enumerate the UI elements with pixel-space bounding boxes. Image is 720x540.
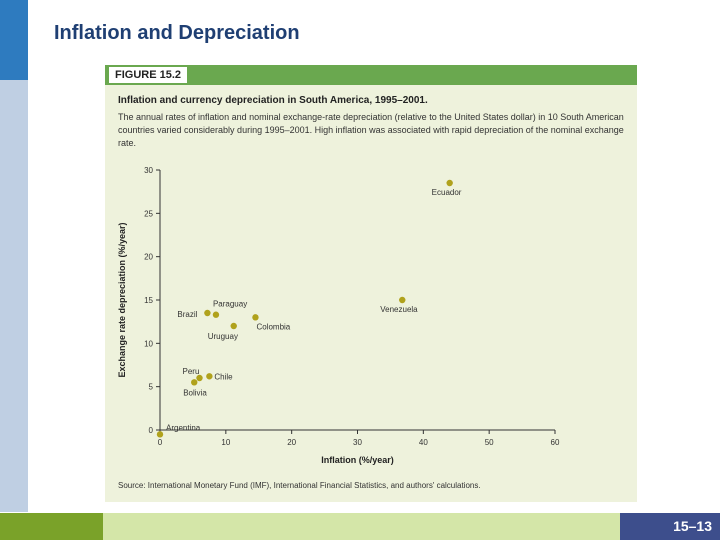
x-tick-label: 40: [419, 438, 428, 447]
point-label: Argentina: [166, 423, 201, 432]
data-point: [212, 311, 220, 318]
y-tick-label: 10: [144, 339, 153, 348]
left-accent-bar: [0, 0, 28, 80]
point-label: Brazil: [177, 310, 197, 319]
x-tick-label: 10: [221, 438, 230, 447]
x-tick-label: 20: [287, 438, 296, 447]
page-number: 15–13: [673, 518, 712, 534]
data-point: [252, 314, 259, 321]
y-tick-label: 30: [144, 166, 153, 175]
point-label: Paraguay: [213, 300, 247, 309]
data-point: [191, 379, 198, 386]
point-label: Colombia: [256, 322, 290, 331]
y-tick-label: 25: [144, 209, 153, 218]
x-tick-label: 30: [353, 438, 362, 447]
point-label: Peru: [183, 367, 200, 376]
x-tick-label: 0: [158, 438, 163, 447]
figure-header-bar: [105, 65, 637, 85]
point-label: Venezuela: [380, 305, 418, 314]
data-point: [206, 373, 213, 380]
figure-panel: FIGURE 15.2 Inflation and currency depre…: [105, 65, 637, 502]
y-axis-label: Exchange rate depreciation (%/year): [117, 222, 127, 377]
point-label: Bolivia: [183, 388, 207, 397]
footer-green-block: [0, 513, 103, 540]
data-point: [230, 322, 237, 330]
figure-source: Source: International Monetary Fund (IMF…: [118, 481, 481, 490]
y-tick-label: 0: [149, 426, 154, 435]
data-point: [399, 296, 406, 304]
y-tick-label: 5: [149, 383, 154, 392]
x-tick-label: 50: [485, 438, 494, 447]
figure-caption: The annual rates of inflation and nomina…: [118, 112, 624, 148]
left-side-bar: [0, 80, 28, 512]
data-point: [204, 309, 211, 317]
figure-title: Inflation and currency depreciation in S…: [118, 95, 428, 106]
point-label: Uruguay: [208, 332, 238, 341]
y-tick-label: 15: [144, 296, 153, 305]
footer-bar: [103, 513, 620, 540]
slide-title: Inflation and Depreciation: [54, 22, 300, 44]
figure-label: FIGURE 15.2: [109, 67, 188, 83]
x-tick-label: 60: [551, 438, 560, 447]
scatter-chart: 0 10 20 30 40 50 60 0 5 10 15 20 25 30 Inflation (%/ye…: [117, 166, 560, 465]
data-point: [196, 374, 203, 382]
x-axis-label: Inflation (%/year): [321, 455, 394, 465]
data-point: [156, 431, 164, 438]
data-point: [446, 179, 453, 187]
point-label: Ecuador: [432, 188, 462, 197]
point-label: Chile: [214, 372, 233, 381]
y-tick-label: 20: [144, 253, 153, 262]
footer-page-block: [620, 513, 720, 540]
